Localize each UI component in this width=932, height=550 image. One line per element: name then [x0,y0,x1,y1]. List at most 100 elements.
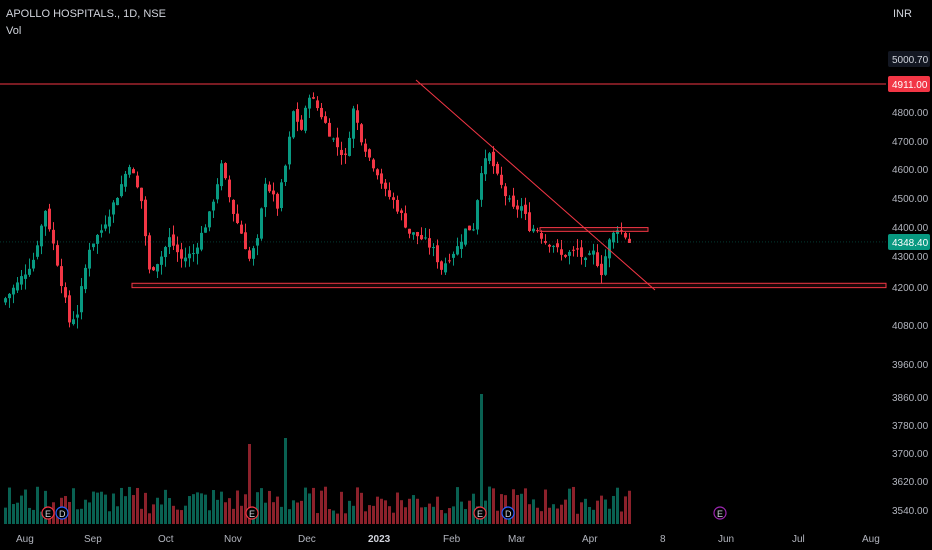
volume-bar [524,488,527,524]
price-label-text: 4911.00 [892,80,928,91]
candle-body [208,211,211,228]
candle-body [24,274,27,279]
candle-body [124,173,127,187]
volume-bar [380,498,383,524]
candle-body [252,248,255,259]
candle-body [592,250,595,255]
candle-body [548,244,551,247]
volume-bar [548,507,551,524]
candle-body [80,286,83,313]
candle-body [380,173,383,184]
candle-body [188,253,191,259]
volume-bar [488,486,491,524]
volume-bar [184,505,187,524]
candle-body [212,201,215,211]
candle-body [412,232,415,235]
volume-bar [360,492,363,524]
volume-bar [588,507,591,524]
volume-bar [124,496,127,524]
candle-body [224,163,227,179]
volume-bar [80,508,83,524]
volume-bar [344,513,347,524]
candle-body [480,173,483,200]
time-axis: Aug Sep Oct Nov Dec 2023 Feb Mar Apr 8 Jun Jul Aug [16,534,880,545]
candle-body [12,287,15,295]
candle-body [120,184,123,197]
volume-bar [372,505,375,524]
volume-bar [536,507,539,524]
volume-bar [516,494,519,524]
candle-body [104,224,107,229]
candle-body [444,263,447,273]
candle-body [68,295,71,323]
candle-body [4,298,7,303]
volume-bar [16,502,19,524]
time-tick-label: Nov [224,534,242,545]
volume-bar [348,500,351,524]
candle-body [432,247,435,249]
volume-bar [204,494,207,524]
price-tick-label: 3700.00 [892,449,929,460]
volume-bar [384,500,387,524]
volume-bar [212,490,215,524]
candle-body [560,249,563,255]
volume-bar [264,502,267,524]
price-tick-label: 3860.00 [892,393,929,404]
candle-body [64,287,67,298]
price-label-box [888,76,930,92]
volume-bar [272,502,275,524]
volume-bar [512,489,515,524]
candle-body [292,111,295,138]
volume-bar [400,500,403,524]
time-tick-label: Aug [16,534,34,545]
volume-bar [188,496,191,524]
time-tick-label: Sep [84,534,102,545]
candle-body [52,229,55,244]
candle-body [228,179,231,198]
time-tick-label: Apr [582,534,598,545]
candle-body [356,110,359,123]
volume-bar [280,506,283,524]
volume-bar [36,486,39,524]
candle-body [60,266,63,287]
candle-body [116,197,119,206]
price-label-box [888,233,930,250]
resistance-box [539,227,649,232]
candle-body [180,249,183,259]
candle-body [428,238,431,248]
candle-body [320,107,323,118]
price-tick-label: 3620.00 [892,477,929,488]
volume-bar [24,489,27,524]
volume-bar [568,488,571,524]
volume-legend[interactable]: Vol [6,25,22,37]
volume-bar [92,491,95,524]
volume-bar [320,490,323,524]
volume-bar [440,510,443,524]
candle-body [516,205,519,210]
volume-bar [624,496,627,524]
volume-bar [136,487,139,524]
symbol-title[interactable]: APOLLO HOSPITALS., 1D, NSE [6,8,166,20]
candle-body [448,260,451,262]
candle-body [100,230,103,233]
volume-bar [200,493,203,524]
event-marker-icon [501,506,515,520]
candle-body [112,202,115,215]
volume-bar [544,489,547,524]
volume-bar [84,499,87,524]
volume-bar [396,492,399,524]
candle-body [584,257,587,261]
candle-body [564,254,567,257]
candle-body [368,149,371,158]
volume-bar [40,511,43,524]
candle-body [588,253,591,255]
candle-body [388,190,391,197]
candle-body [240,224,243,234]
candle-body [392,197,395,200]
candle-body [620,230,623,232]
event-marker-label: E [249,509,255,519]
candle-body [84,267,87,290]
candle-body [500,174,503,185]
